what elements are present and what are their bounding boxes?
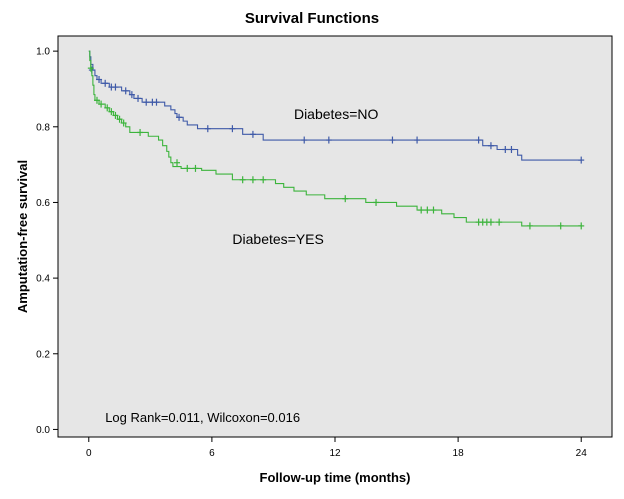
statistics-annotation: Log Rank=0.011, Wilcoxon=0.016	[105, 410, 300, 425]
survival-curve-diabetes-no	[88, 50, 582, 161]
y-tick-label: 0.4	[36, 274, 50, 285]
y-tick-label: 0.0	[36, 425, 50, 436]
censor-mark-diabetes-yes	[98, 100, 105, 108]
x-axis: 0 6 12 18 24	[86, 437, 587, 459]
censor-mark-diabetes-no	[153, 98, 160, 106]
censor-mark-diabetes-yes	[112, 111, 119, 119]
censor-mark-diabetes-no	[143, 98, 150, 106]
chart-title: Survival Functions	[244, 10, 380, 27]
censor-mark-diabetes-no	[249, 130, 256, 138]
x-tick-label: 24	[576, 448, 588, 459]
censor-mark-diabetes-yes	[174, 159, 181, 167]
censor-mark-diabetes-no	[475, 136, 482, 144]
censor-mark-diabetes-yes	[108, 108, 115, 116]
censor-mark-diabetes-no	[301, 136, 308, 144]
series-layer	[87, 50, 585, 230]
y-axis: 0.0 0.2 0.4 0.6 0.8 1.0	[36, 47, 58, 436]
plot-background	[57, 35, 613, 438]
censor-mark-diabetes-yes	[184, 164, 191, 172]
x-tick-label: 0	[86, 448, 92, 459]
y-axis-title: Amputation-free survival	[15, 160, 30, 313]
censor-mark-diabetes-no	[389, 136, 396, 144]
censor-mark-diabetes-yes	[87, 64, 94, 72]
censor-mark-diabetes-no	[325, 136, 332, 144]
censor-mark-diabetes-no	[229, 125, 236, 133]
censor-mark-diabetes-yes	[104, 104, 111, 112]
censor-mark-diabetes-yes	[557, 222, 564, 230]
censor-mark-diabetes-no	[204, 125, 211, 133]
censor-mark-diabetes-yes	[342, 195, 349, 203]
censor-mark-diabetes-yes	[578, 222, 585, 230]
censor-mark-diabetes-yes	[487, 218, 494, 226]
censor-mark-diabetes-no	[102, 79, 109, 87]
censor-mark-diabetes-yes	[120, 119, 127, 127]
series-label-diabetes-no: Diabetes=NO	[294, 106, 379, 122]
censor-mark-diabetes-no	[578, 156, 585, 164]
censor-mark-diabetes-yes	[116, 115, 123, 123]
censor-mark-diabetes-no	[122, 87, 129, 95]
x-axis-title: Follow-up time (months)	[260, 470, 411, 485]
censor-mark-diabetes-yes	[192, 164, 199, 172]
censor-mark-diabetes-yes	[93, 96, 100, 104]
y-tick-label: 0.8	[36, 122, 50, 133]
censor-mark-diabetes-yes	[418, 206, 425, 214]
y-tick-label: 0.2	[36, 349, 50, 360]
censor-mark-diabetes-yes	[260, 176, 267, 184]
censor-mark-diabetes-yes	[249, 176, 256, 184]
censor-mark-diabetes-yes	[137, 128, 144, 136]
censor-mark-diabetes-no	[176, 113, 183, 121]
y-tick-label: 0.6	[36, 198, 50, 209]
censor-mark-diabetes-no	[135, 94, 142, 102]
x-tick-label: 6	[209, 448, 215, 459]
censor-mark-diabetes-yes	[526, 222, 533, 230]
censor-mark-diabetes-yes	[239, 176, 246, 184]
censor-mark-diabetes-yes	[496, 218, 503, 226]
censor-mark-diabetes-yes	[424, 206, 431, 214]
series-label-diabetes-yes: Diabetes=YES	[232, 231, 323, 247]
x-tick-label: 18	[453, 448, 465, 459]
censor-mark-diabetes-no	[96, 76, 103, 84]
censor-mark-diabetes-yes	[430, 206, 437, 214]
censor-mark-diabetes-no	[128, 91, 135, 99]
x-tick-label: 12	[329, 448, 341, 459]
censor-mark-diabetes-no	[502, 145, 509, 153]
censor-mark-diabetes-no	[414, 136, 421, 144]
y-tick-label: 1.0	[36, 47, 50, 58]
censor-mark-diabetes-no	[112, 83, 119, 91]
censor-mark-diabetes-yes	[373, 198, 380, 206]
censor-mark-diabetes-no	[487, 142, 494, 150]
censor-mark-diabetes-no	[508, 145, 515, 153]
